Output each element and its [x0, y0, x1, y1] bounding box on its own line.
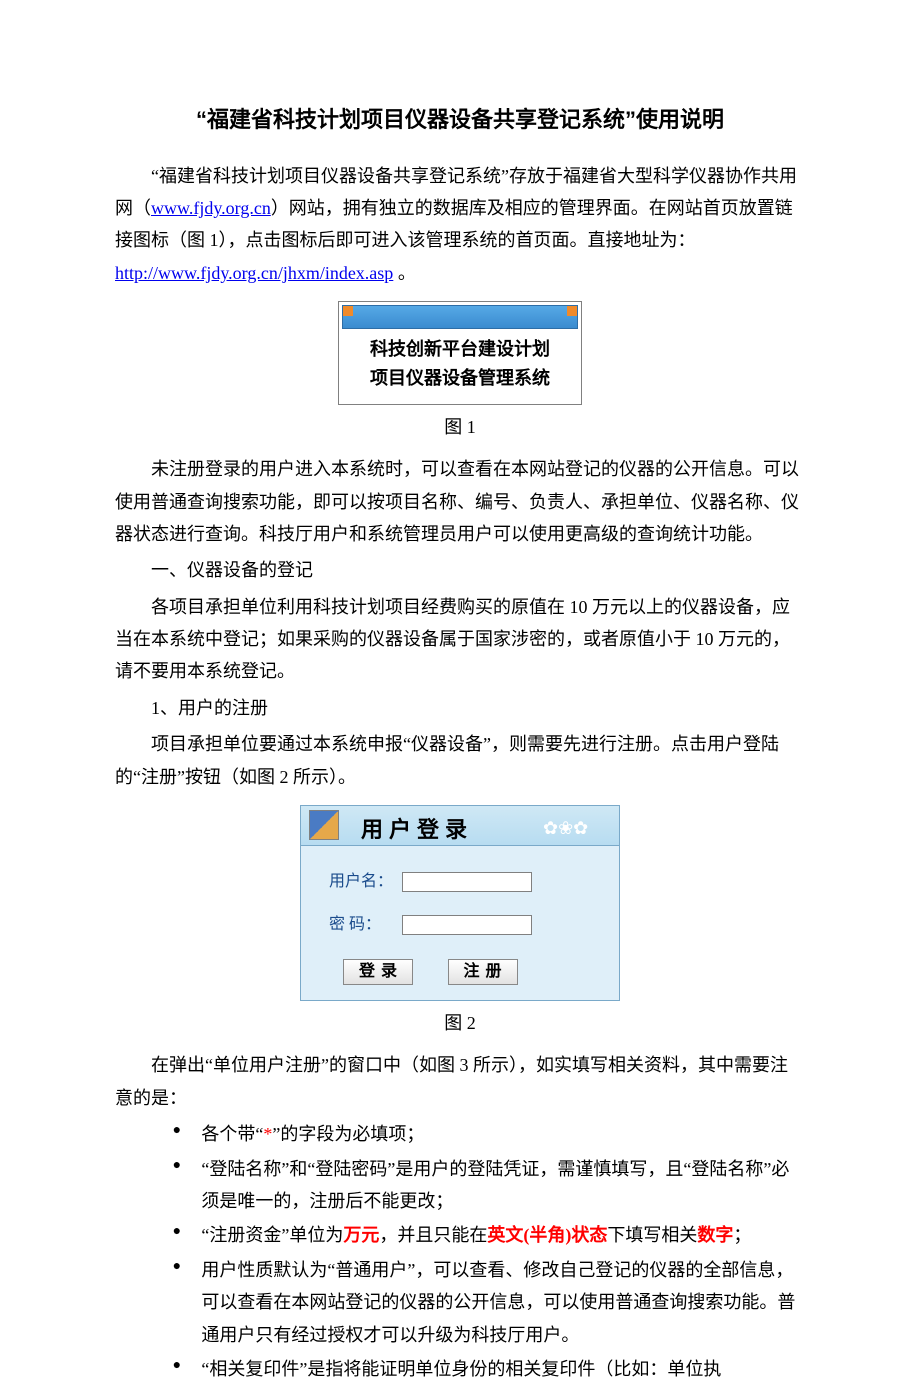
note3-c: 下填写相关: [607, 1225, 697, 1245]
login-header-deco-icon: ✿❀✿: [543, 812, 613, 838]
note3-d: ；: [733, 1225, 751, 1245]
fig1-banner: 科技创新平台建设计划 项目仪器设备管理系统: [338, 301, 582, 405]
fig1-caption: 图 1: [115, 411, 805, 443]
figure-2: 用户登录 ✿❀✿ 用户名： 密 码： 登录 注册: [115, 805, 805, 1001]
note3-r1: 万元: [343, 1225, 379, 1245]
intro-text-3: 。: [393, 263, 416, 283]
fig1-line2: 项目仪器设备管理系统: [342, 364, 578, 393]
para-unregistered: 未注册登录的用户进入本系统时，可以查看在本网站登记的仪器的公开信息。可以使用普通…: [115, 453, 805, 550]
login-logo-icon: [309, 810, 339, 840]
note3-a: “注册资金”单位为: [201, 1225, 343, 1245]
username-label: 用户名：: [329, 868, 397, 897]
note4: 用户性质默认为“普通用户”，可以查看、修改自己登记的仪器的全部信息，可以查看在本…: [201, 1260, 795, 1345]
fig2-caption: 图 2: [115, 1007, 805, 1039]
doc-title: “福建省科技计划项目仪器设备共享登记系统”使用说明: [115, 100, 805, 140]
list-item: “注册资金”单位为万元，并且只能在英文(半角)状态下填写相关数字；: [173, 1219, 805, 1251]
fig1-top-bar: [342, 305, 578, 329]
register-button[interactable]: 注册: [448, 959, 518, 985]
section-1-p1: 各项目承担单位利用科技计划项目经费购买的原值在 10 万元以上的仪器设备，应当在…: [115, 591, 805, 688]
login-header: 用户登录 ✿❀✿: [301, 806, 619, 846]
notes-list: 各个带“*”的字段为必填项； “登陆名称”和“登陆密码”是用户的登陆凭证，需谨慎…: [115, 1118, 805, 1385]
section-1-sub1: 1、用户的注册: [115, 692, 805, 724]
list-item: 用户性质默认为“普通用户”，可以查看、修改自己登记的仪器的全部信息，可以查看在本…: [173, 1254, 805, 1351]
login-body: 用户名： 密 码： 登录 注册: [301, 846, 619, 1000]
section-1-title: 一、仪器设备的登记: [115, 554, 805, 586]
username-row: 用户名：: [329, 864, 601, 897]
username-input[interactable]: [402, 872, 532, 892]
password-row: 密 码：: [329, 907, 601, 940]
link-fjdy[interactable]: www.fjdy.org.cn: [151, 198, 271, 218]
login-button[interactable]: 登录: [343, 959, 413, 985]
password-label: 密 码：: [329, 911, 397, 940]
fig1-line1: 科技创新平台建设计划: [342, 335, 578, 364]
note2: “登陆名称”和“登陆密码”是用户的登陆凭证，需谨慎填写，且“登陆名称”必须是唯一…: [201, 1159, 789, 1211]
note3-r2: 英文(半角)状态: [487, 1225, 607, 1245]
password-input[interactable]: [402, 915, 532, 935]
note1-b: ”的字段为必填项；: [272, 1124, 424, 1144]
list-item: “相关复印件”是指将能证明单位身份的相关复印件（比如：单位执: [173, 1353, 805, 1385]
link-jhxm[interactable]: http://www.fjdy.org.cn/jhxm/index.asp: [115, 263, 393, 283]
section-1-p2: 项目承担单位要通过本系统申报“仪器设备”，则需要先进行注册。点击用户登陆的“注册…: [115, 728, 805, 793]
login-panel: 用户登录 ✿❀✿ 用户名： 密 码： 登录 注册: [300, 805, 620, 1001]
intro-para: “福建省科技计划项目仪器设备共享登记系统”存放于福建省大型科学仪器协作共用网（w…: [115, 160, 805, 290]
fig1-corner-right-icon: [567, 306, 577, 316]
fig1-body: 科技创新平台建设计划 项目仪器设备管理系统: [342, 329, 578, 401]
list-item: “登陆名称”和“登陆密码”是用户的登陆凭证，需谨慎填写，且“登陆名称”必须是唯一…: [173, 1153, 805, 1218]
note5: “相关复印件”是指将能证明单位身份的相关复印件（比如：单位执: [201, 1359, 721, 1379]
note3-b: ，并且只能在: [379, 1225, 487, 1245]
list-item: 各个带“*”的字段为必填项；: [173, 1118, 805, 1150]
para-popup-note: 在弹出“单位用户注册”的窗口中（如图 3 所示），如实填写相关资料，其中需要注意…: [115, 1049, 805, 1114]
note3-r3: 数字: [697, 1225, 733, 1245]
login-title: 用户登录: [361, 810, 473, 850]
login-buttons: 登录 注册: [329, 954, 601, 986]
figure-1: 科技创新平台建设计划 项目仪器设备管理系统: [115, 301, 805, 405]
fig1-corner-left-icon: [343, 306, 353, 316]
note1-a: 各个带“: [201, 1124, 263, 1144]
